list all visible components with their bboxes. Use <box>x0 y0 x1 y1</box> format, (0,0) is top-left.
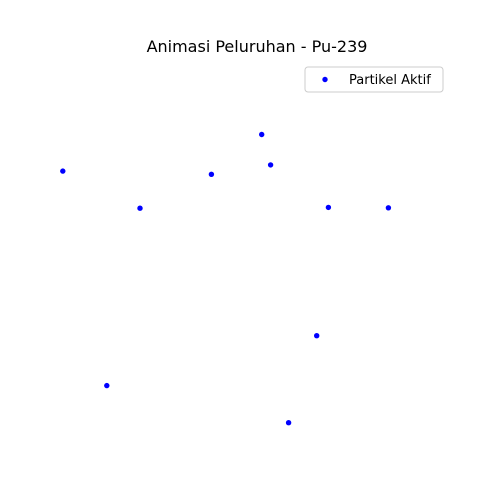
scatter-point <box>314 333 320 339</box>
scatter-point <box>285 420 292 426</box>
scatter-point <box>259 131 265 138</box>
legend-label: Partikel Aktif <box>349 73 431 88</box>
chart-title: Animasi Peluruhan - Pu-239 <box>147 37 368 56</box>
scatter-points <box>60 131 392 426</box>
scatter-point <box>137 205 143 211</box>
scatter-point <box>60 168 66 174</box>
legend: Partikel Aktif <box>304 66 444 93</box>
legend-frame <box>304 66 444 93</box>
legend-marker <box>322 76 328 83</box>
scatter-point <box>325 204 332 211</box>
scatter-point <box>104 382 110 389</box>
scatter-point <box>385 205 392 211</box>
scatter-point <box>267 162 274 168</box>
scatter-point <box>208 171 215 177</box>
